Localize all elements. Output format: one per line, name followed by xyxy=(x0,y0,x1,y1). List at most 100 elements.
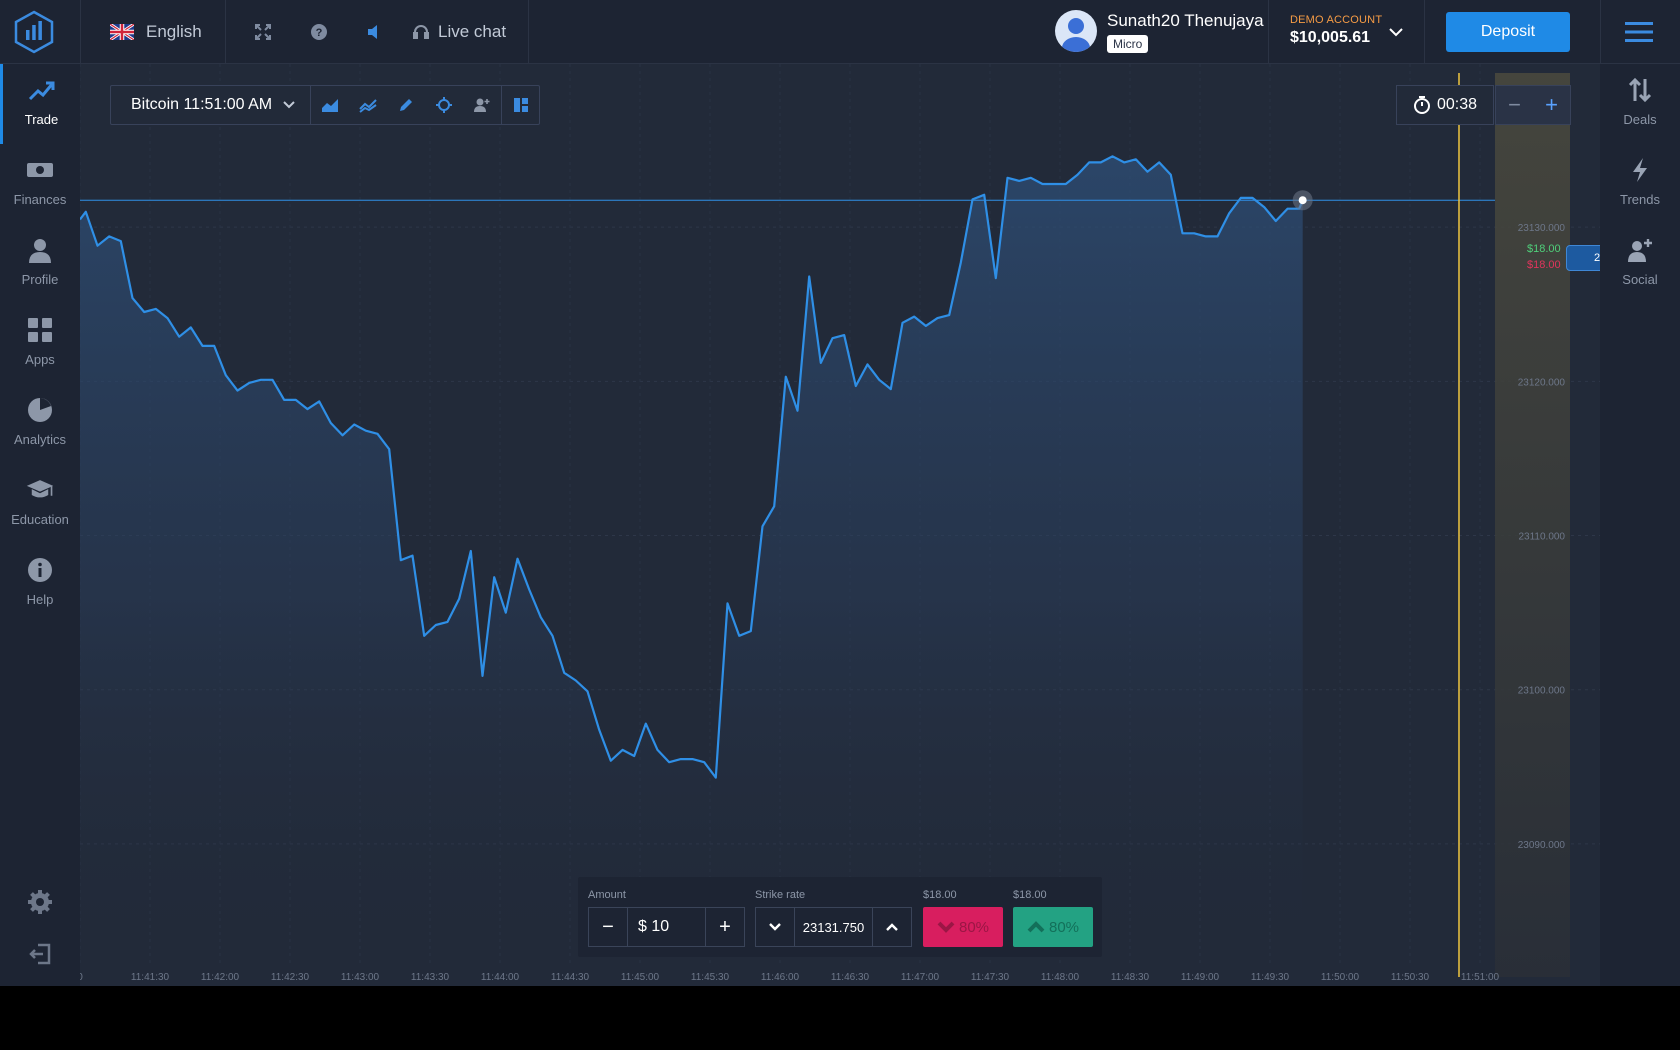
y-tick-label: 23090.000 xyxy=(1518,840,1566,851)
logout-icon[interactable] xyxy=(26,940,54,968)
payout-up: $18.00 xyxy=(1527,243,1561,255)
x-tick-label: 11:44:30 xyxy=(551,972,590,983)
current-point xyxy=(1298,196,1307,205)
live-chat-link[interactable]: Live chat xyxy=(412,20,506,44)
help-icon[interactable]: ? xyxy=(308,21,330,43)
divider xyxy=(80,0,81,64)
payout-down: $18.00 xyxy=(1527,259,1561,271)
price-line xyxy=(80,155,1304,779)
timer-value: 00:38 xyxy=(1436,96,1478,113)
x-tick-label: 11:43:30 xyxy=(411,972,450,983)
amount-stepper: − $ 10 + xyxy=(588,907,745,947)
nav-help[interactable]: Help xyxy=(0,544,80,624)
price-chart[interactable]: 23130.000 23120.000 23110.000 23100.000 2309… xyxy=(80,64,1674,986)
nav-trade[interactable]: Trade xyxy=(0,64,80,144)
live-chat-label: Live chat xyxy=(438,22,507,41)
account-type-label: DEMO ACCOUNT xyxy=(1290,14,1383,26)
nav-label: Social xyxy=(1622,272,1658,287)
right-sidebar: Deals Trends Social xyxy=(1600,64,1680,986)
chevron-down-icon xyxy=(283,101,295,109)
x-tick-label: 11:49:00 xyxy=(1181,972,1220,983)
menu-icon[interactable] xyxy=(1625,20,1653,44)
x-tick-label: 11:46:30 xyxy=(831,972,870,983)
up-payout-label: $18.00 xyxy=(1013,889,1047,901)
divider xyxy=(528,0,529,64)
x-tick-label: 11:41:30 xyxy=(131,972,170,983)
asset-label: Bitcoin 11:51:00 AM xyxy=(131,96,273,113)
nav-finances[interactable]: Finances xyxy=(0,144,80,224)
user-status-badge: Micro xyxy=(1107,35,1149,53)
divider xyxy=(1600,0,1601,64)
banknote-icon xyxy=(26,156,54,184)
strike-increase-button[interactable] xyxy=(873,908,911,946)
logo-icon[interactable] xyxy=(12,10,56,54)
avatar xyxy=(1055,10,1097,52)
nav-label: Trends xyxy=(1620,192,1660,207)
down-percent: 80% xyxy=(958,918,990,936)
expiry-timer[interactable]: 00:38 xyxy=(1396,85,1494,125)
y-tick-label: 23100.000 xyxy=(1518,686,1566,697)
x-tick-label: 11:45:00 xyxy=(621,972,660,983)
y-tick-label: 23130.000 xyxy=(1518,223,1566,234)
trade-up-button[interactable]: 80% xyxy=(1013,907,1093,947)
nav-education[interactable]: Education xyxy=(0,464,80,544)
language-selector[interactable]: English xyxy=(110,20,202,44)
user-profile[interactable]: Sunath20 Thenujaya Micro xyxy=(1055,10,1264,54)
social-trading-icon[interactable] xyxy=(463,86,501,124)
trading-app: English ? Live chat Sunath20 Thenujaya M… xyxy=(0,0,1680,986)
zoom-out-button[interactable]: − xyxy=(1508,92,1521,117)
chevron-up-icon xyxy=(1027,921,1045,933)
trade-down-button[interactable]: 80% xyxy=(923,907,1003,947)
x-tick-label: 11:50:00 xyxy=(1321,972,1360,983)
nav-social[interactable]: Social xyxy=(1600,224,1680,304)
grid-icon xyxy=(26,316,54,344)
crosshair-icon[interactable] xyxy=(425,86,463,124)
nav-label: Deals xyxy=(1623,112,1657,127)
indicators-icon[interactable] xyxy=(349,86,387,124)
account-selector[interactable]: DEMO ACCOUNT $10,005.61 xyxy=(1290,14,1382,47)
chart-canvas[interactable]: 23130.000 23120.000 23110.000 23100.000 2309… xyxy=(80,64,1600,986)
x-tick-label: 11:48:30 xyxy=(1111,972,1150,983)
x-tick-label: 11:42:00 xyxy=(201,972,240,983)
layout-icon[interactable] xyxy=(501,86,539,124)
settings-icon[interactable] xyxy=(26,888,54,916)
sound-icon[interactable] xyxy=(364,21,386,43)
zoom-in-button[interactable]: + xyxy=(1545,92,1558,117)
nav-label: Education xyxy=(11,512,69,527)
top-bar: English ? Live chat Sunath20 Thenujaya M… xyxy=(0,0,1680,64)
add-user-icon xyxy=(1626,236,1654,264)
x-tick-label: 11:49:30 xyxy=(1251,972,1290,983)
x-tick-label: 11:44:00 xyxy=(481,972,520,983)
deposit-button[interactable]: Deposit xyxy=(1446,12,1570,52)
nav-deals[interactable]: Deals xyxy=(1600,64,1680,144)
nav-trends[interactable]: Trends xyxy=(1600,144,1680,224)
strike-input[interactable]: 23131.750 xyxy=(794,908,873,946)
account-balance: $10,005.61 xyxy=(1290,29,1371,46)
x-tick-label: 11:48:00 xyxy=(1041,972,1080,983)
price-area xyxy=(80,156,1303,965)
nav-apps[interactable]: Apps xyxy=(0,304,80,384)
chart-type-icon[interactable] xyxy=(311,86,349,124)
x-tick-label: 0 xyxy=(80,972,83,983)
chevron-up-icon xyxy=(886,923,898,931)
strike-decrease-button[interactable] xyxy=(756,908,794,946)
x-tick-label: 11:51:00 xyxy=(1461,972,1500,983)
strike-label: Strike rate xyxy=(755,889,806,901)
nav-analytics[interactable]: Analytics xyxy=(0,384,80,464)
chevron-down-icon[interactable] xyxy=(1388,25,1404,39)
nav-label: Profile xyxy=(21,272,59,287)
user-name: Sunath20 Thenujaya xyxy=(1107,11,1264,30)
amount-decrease-button[interactable]: − xyxy=(602,915,614,938)
x-tick-label: 11:45:30 xyxy=(691,972,730,983)
nav-profile[interactable]: Profile xyxy=(0,224,80,304)
x-tick-label: 11:42:30 xyxy=(271,972,310,983)
drawing-pencil-icon[interactable] xyxy=(387,86,425,124)
svg-text:?: ? xyxy=(316,27,323,39)
amount-increase-button[interactable]: + xyxy=(719,915,731,938)
down-payout-label: $18.00 xyxy=(923,889,957,901)
lightning-icon xyxy=(1626,156,1654,184)
asset-selector[interactable]: Bitcoin 11:51:00 AM xyxy=(111,86,311,124)
x-tick-label: 11:43:00 xyxy=(341,972,380,983)
fullscreen-icon[interactable] xyxy=(252,21,274,43)
amount-input[interactable]: $ 10 xyxy=(627,908,706,946)
